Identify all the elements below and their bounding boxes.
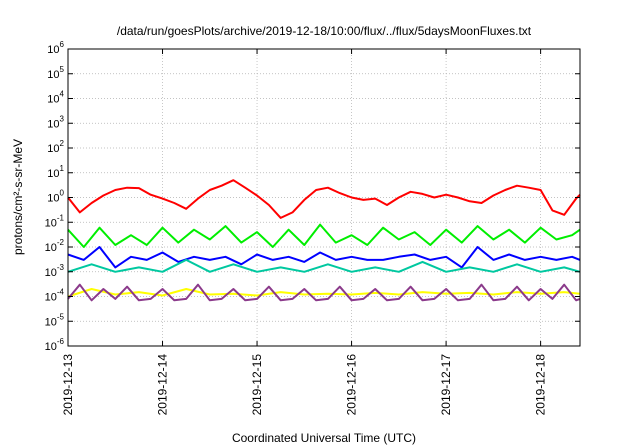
- series-line-3: [67, 246, 581, 269]
- y-axis-ticks: 10-6 10-5 10-4 10-3 10-2 10-1 100 101 102 103 104 1…: [45, 40, 580, 353]
- y-tick-label: 10-5: [45, 312, 65, 328]
- y-tick-label: 10-1: [45, 213, 65, 229]
- series-group: [67, 179, 581, 302]
- y-tick-label: 101: [47, 164, 64, 180]
- y-tick-label: 105: [47, 65, 64, 81]
- x-tick-label: 2019-12-17: [439, 354, 453, 416]
- y-tick-label: 106: [47, 40, 64, 56]
- y-tick-label: 103: [47, 114, 64, 130]
- chart-title: /data/run/goesPlots/archive/2019-12-18/1…: [117, 24, 532, 38]
- x-tick-label: 2019-12-14: [156, 354, 170, 416]
- y-tick-label: 100: [47, 189, 64, 205]
- x-tick-label: 2019-12-13: [61, 354, 75, 416]
- y-tick-label: 10-6: [45, 337, 65, 353]
- y-tick-label: 10-2: [45, 238, 65, 254]
- y-axis-label: protons/cm²-s-sr-MeV: [11, 139, 25, 255]
- series-line-2: [67, 223, 581, 248]
- y-tick-label: 104: [47, 90, 64, 106]
- y-tick-label: 10-4: [45, 288, 65, 304]
- series-line-6: [67, 283, 581, 302]
- y-tick-label: 10-3: [45, 263, 65, 279]
- gridlines: [68, 49, 580, 346]
- x-tick-label: 2019-12-18: [534, 354, 548, 416]
- x-tick-label: 2019-12-15: [250, 354, 264, 416]
- x-tick-label: 2019-12-16: [345, 354, 359, 416]
- series-line-1: [67, 179, 581, 219]
- x-axis-label: Coordinated Universal Time (UTC): [232, 431, 416, 445]
- series-line-4: [67, 258, 581, 273]
- y-tick-label: 102: [47, 139, 64, 155]
- x-axis-ticks: 2019-12-13 2019-12-14 2019-12-15 2019-12-16…: [61, 49, 548, 415]
